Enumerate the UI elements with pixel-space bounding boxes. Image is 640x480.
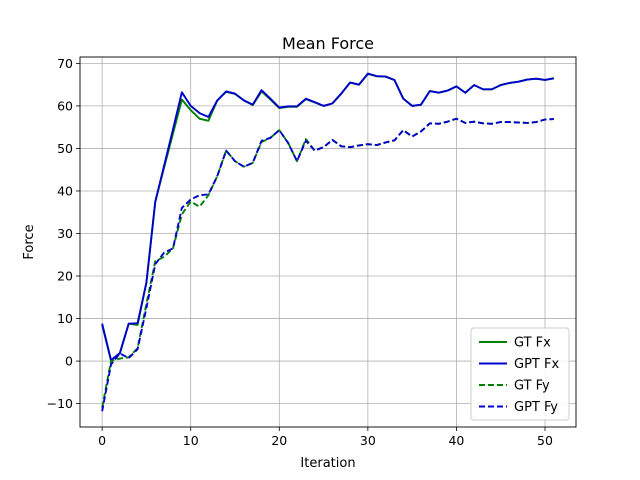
- x-tick-label: 30: [360, 433, 376, 448]
- y-tick-label: 30: [57, 226, 73, 241]
- x-tick-label: 20: [271, 433, 287, 448]
- legend-label-gt-fy: GT Fy: [514, 379, 550, 394]
- y-axis-title: Force: [22, 224, 37, 259]
- y-tick-label: 60: [57, 98, 73, 113]
- legend-box: [470, 327, 570, 421]
- grid: [80, 57, 576, 427]
- y-tick-label: 70: [57, 56, 73, 71]
- y-tick-label: 20: [57, 269, 73, 284]
- y-tick-label: −10: [47, 396, 73, 411]
- series-line-gpt-fy: [101, 117, 554, 412]
- plot-frame: [79, 56, 577, 428]
- series-line-gpt-fx: [101, 72, 555, 362]
- y-tick-label: 40: [57, 183, 73, 198]
- legend-label-gpt-fy: GPT Fy: [514, 400, 558, 415]
- legend: GT Fx GPT Fx GT Fy GPT Fy: [470, 327, 570, 421]
- y-tick-label: 0: [65, 354, 73, 369]
- x-axis-title: Iteration: [300, 456, 355, 471]
- x-tick-label: 40: [448, 433, 464, 448]
- axis-ticks: 0 10 20 30 40 50 −10 0 10 20 30 40 50 60 70: [47, 56, 553, 448]
- legend-label-gt-fx: GT Fx: [514, 336, 551, 351]
- y-tick-label: 50: [57, 141, 73, 156]
- legend-label-gpt-fx: GPT Fx: [514, 357, 559, 372]
- x-tick-label: 0: [98, 433, 106, 448]
- y-tick-label: 10: [57, 311, 73, 326]
- series-group: [101, 72, 555, 412]
- x-tick-label: 10: [183, 433, 199, 448]
- chart-title: Mean Force: [282, 34, 374, 53]
- x-tick-label: 50: [537, 433, 553, 448]
